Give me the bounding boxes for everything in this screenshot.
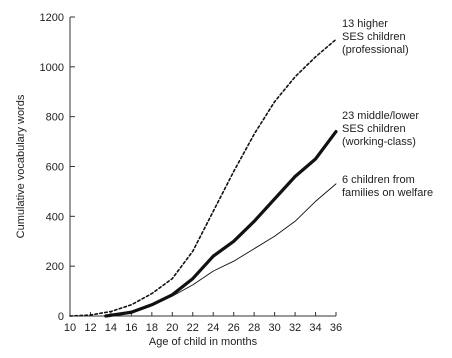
y-tick-label: 400 — [46, 211, 64, 223]
y-tick-label: 200 — [46, 261, 64, 273]
series-line-2 — [105, 183, 337, 317]
x-tick-label: 12 — [84, 322, 96, 334]
x-tick-label: 34 — [309, 322, 321, 334]
series-label-0: 13 higher SES children (professional) — [342, 18, 409, 56]
series-line-0 — [69, 38, 337, 317]
x-tick-label: 26 — [228, 322, 240, 334]
series-label-1: 23 middle/lower SES children (working-clas… — [342, 110, 419, 148]
x-tick-label: 28 — [248, 322, 260, 334]
x-tick-label: 10 — [64, 322, 76, 334]
x-tick-label: 16 — [125, 322, 137, 334]
x-tick-label: 22 — [187, 322, 199, 334]
y-axis-title: Cumulative vocabulary words — [15, 94, 27, 238]
y-tick-label: 0 — [58, 311, 64, 323]
axes — [69, 17, 336, 317]
y-ticks: 0 200 400 600 800 1000 1200 — [40, 12, 75, 323]
series-label-line: (professional) — [342, 44, 409, 56]
y-tick-label: 1200 — [40, 12, 64, 24]
series-label-line: 13 higher — [342, 18, 388, 30]
x-axis-title: Age of child in months — [149, 336, 258, 348]
series-line-1 — [104, 130, 338, 318]
x-tick-label: 32 — [289, 322, 301, 334]
series-label-line: 23 middle/lower — [342, 110, 419, 122]
x-ticks: 10 12 14 16 18 20 22 24 26 28 30 32 34 36 — [64, 312, 342, 334]
series-annotations: 13 higher SES children (professional)23 mi… — [342, 18, 433, 199]
series-label-line: SES children — [342, 123, 406, 135]
y-tick-label: 800 — [46, 112, 64, 124]
series-label-line: families on welfare — [342, 187, 433, 199]
series-lines — [69, 38, 338, 318]
x-tick-label: 30 — [268, 322, 280, 334]
series-label-line: SES children — [342, 31, 406, 43]
x-tick-label: 18 — [146, 322, 158, 334]
y-tick-label: 1000 — [40, 62, 64, 74]
x-tick-label: 24 — [207, 322, 219, 334]
series-label-line: (working-class) — [342, 136, 416, 148]
x-tick-label: 36 — [330, 322, 342, 334]
x-tick-label: 14 — [105, 322, 117, 334]
y-tick-label: 600 — [46, 162, 64, 174]
series-label-2: 6 children from families on welfare — [342, 174, 433, 199]
series-label-line: 6 children from — [342, 174, 415, 186]
x-tick-label: 20 — [166, 322, 178, 334]
